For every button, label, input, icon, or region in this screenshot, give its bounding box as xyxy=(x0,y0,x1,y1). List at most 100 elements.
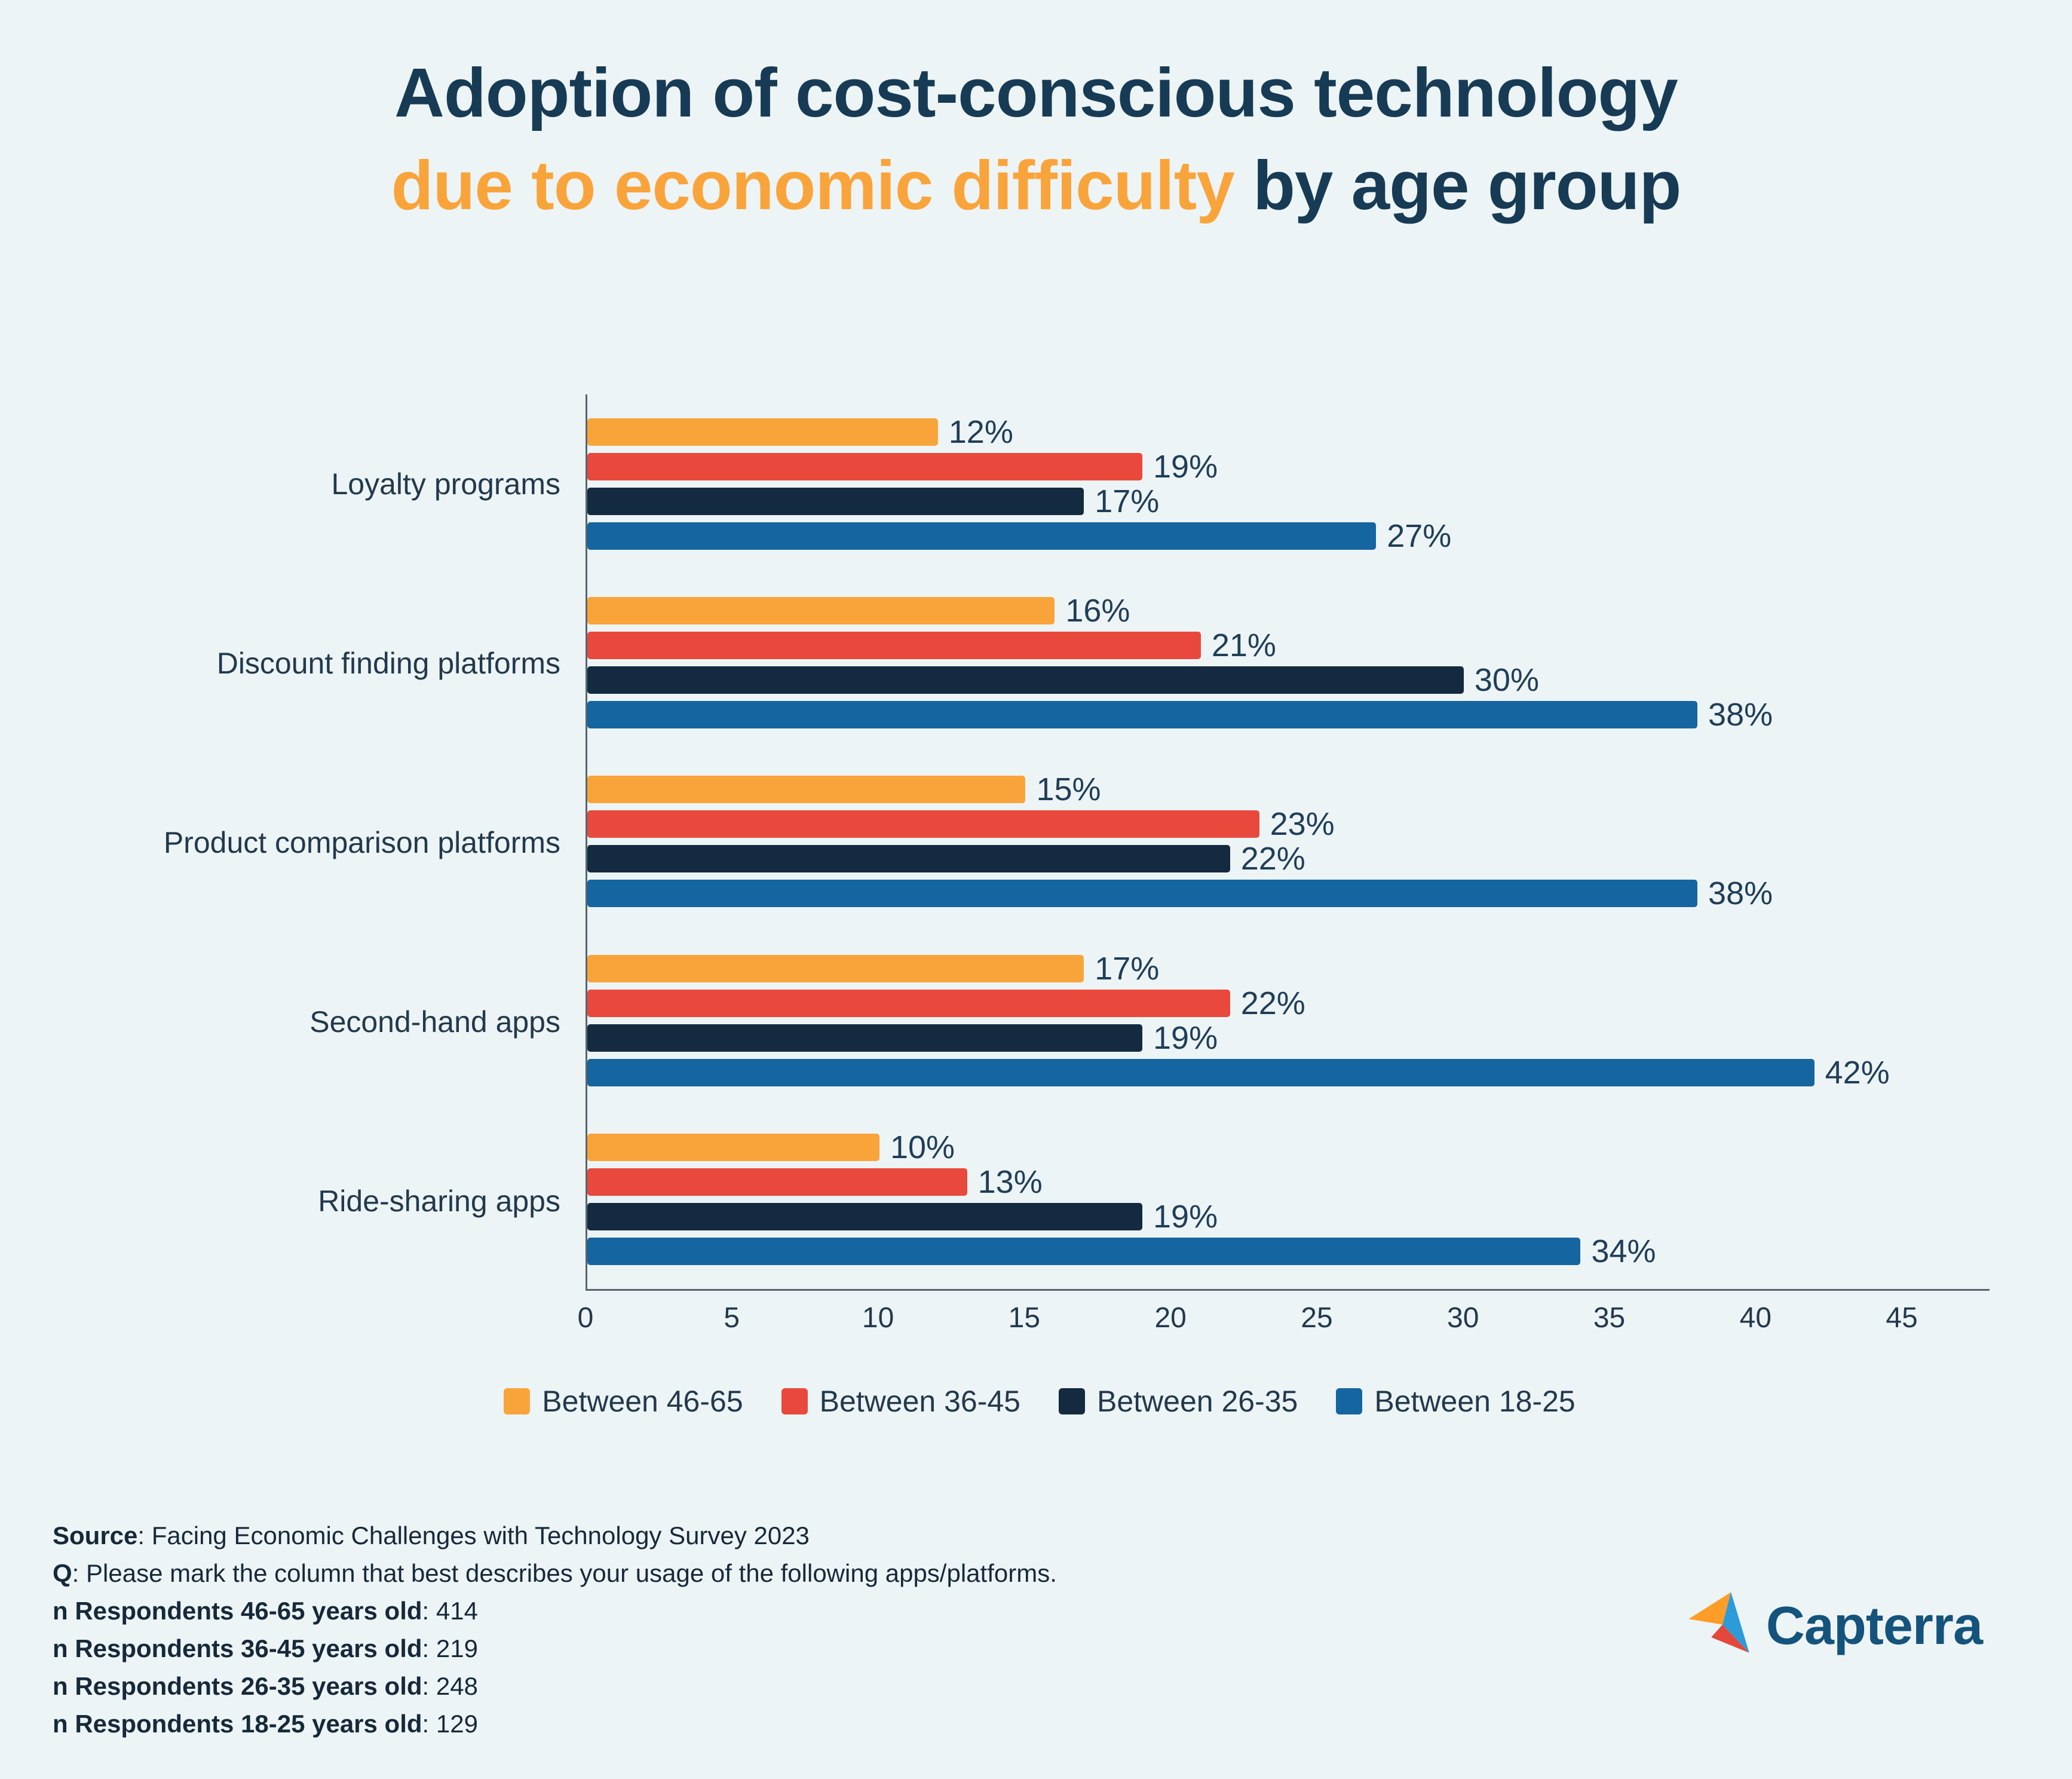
bar xyxy=(587,954,1084,982)
footer-respondents-line: n Respondents 18-25 years old: 129 xyxy=(53,1705,1057,1743)
footer-source-text: : Facing Economic Challenges with Techno… xyxy=(137,1521,810,1550)
bar-value-label: 22% xyxy=(1240,985,1305,1021)
legend-swatch xyxy=(1336,1388,1363,1414)
legend-item: Between 26-35 xyxy=(1059,1384,1298,1419)
footer-respondents-label: n Respondents 46-65 years old xyxy=(53,1597,422,1625)
title-line-2-accent: due to economic difficulty xyxy=(391,146,1235,225)
bar-value-label: 19% xyxy=(1153,1199,1218,1235)
x-axis: 0 5 10 15 20 25 30 35 40 45 xyxy=(578,1291,1990,1341)
bar-value-label: 27% xyxy=(1387,518,1452,554)
bar-row: 17% xyxy=(587,483,1990,519)
category-label: Ride-sharing apps xyxy=(318,1184,560,1218)
legend-label: Between 46-65 xyxy=(542,1385,743,1418)
bar-value-label: 21% xyxy=(1211,627,1276,664)
legend-label: Between 36-45 xyxy=(819,1385,1020,1418)
bar-value-label: 19% xyxy=(1153,1019,1218,1056)
category-label: Product comparison platforms xyxy=(163,826,560,859)
bar-value-label: 10% xyxy=(890,1129,955,1166)
bar-chart: Loyalty programs Discount finding platfor… xyxy=(90,394,1990,1419)
footer-respondents-value: : 248 xyxy=(422,1672,478,1700)
category-labels: Loyalty programs Discount finding platfor… xyxy=(90,394,586,1291)
bar-value-label: 19% xyxy=(1153,448,1218,485)
footer-question-line: Q: Please mark the column that best desc… xyxy=(53,1554,1057,1592)
bar xyxy=(587,666,1464,694)
footer-respondents-label: n Respondents 18-25 years old xyxy=(53,1710,422,1738)
legend-item: Between 36-45 xyxy=(781,1384,1020,1419)
bar-row: 34% xyxy=(587,1233,1990,1269)
footer-respondents-value: : 414 xyxy=(422,1597,478,1625)
bar-group: 12% 19% 17% 27% xyxy=(587,414,1990,554)
capterra-logo-text: Capterra xyxy=(1766,1596,1983,1656)
footer-question-label: Q xyxy=(53,1559,72,1587)
bar-value-label: 38% xyxy=(1708,875,1773,912)
legend-item: Between 18-25 xyxy=(1336,1384,1576,1419)
bar xyxy=(587,632,1201,660)
bar-value-label: 17% xyxy=(1095,950,1160,987)
bar-group: 10% 13% 19% 34% xyxy=(587,1129,1990,1269)
bar-row: 15% xyxy=(587,771,1990,807)
bar-value-label: 30% xyxy=(1474,662,1539,699)
footer-respondents-label: n Respondents 36-45 years old xyxy=(53,1634,422,1662)
bar xyxy=(587,1238,1581,1266)
category-label: Loyalty programs xyxy=(331,467,561,501)
bar-row: 38% xyxy=(587,875,1990,911)
bar-row: 38% xyxy=(587,697,1990,733)
bar-group: 15% 23% 22% 38% xyxy=(587,771,1990,911)
footer-source-line: Source: Facing Economic Challenges with … xyxy=(53,1517,1057,1554)
x-tick-label: 35 xyxy=(1593,1302,1626,1334)
bar xyxy=(587,1134,879,1162)
footer-question-text: : Please mark the column that best descr… xyxy=(72,1559,1057,1587)
legend-label: Between 26-35 xyxy=(1097,1385,1298,1418)
bar-row: 19% xyxy=(587,1199,1990,1235)
bar-row: 42% xyxy=(587,1055,1990,1091)
bar-row: 30% xyxy=(587,662,1990,698)
title-line-2-rest: by age group xyxy=(1234,146,1681,225)
bar-row: 12% xyxy=(587,414,1990,450)
plot-area: 12% 19% 17% 27% 16% 21% 30% 38% 15% 23% 22% 38% 17% 2… xyxy=(586,394,1990,1291)
bar-row: 10% xyxy=(587,1129,1990,1165)
bar xyxy=(587,989,1230,1017)
bar xyxy=(587,597,1055,625)
bar-row: 16% xyxy=(587,593,1990,629)
bar-row: 27% xyxy=(587,518,1990,554)
bar-row: 22% xyxy=(587,985,1990,1021)
footer-respondents-value: : 129 xyxy=(422,1710,478,1738)
bar xyxy=(587,452,1143,480)
footer-respondents-line: n Respondents 46-65 years old: 414 xyxy=(53,1592,1057,1630)
bar xyxy=(587,880,1698,908)
footer-respondents-line: n Respondents 26-35 years old: 248 xyxy=(53,1667,1057,1705)
bar xyxy=(587,1168,967,1196)
bar xyxy=(587,845,1230,873)
bar-value-label: 38% xyxy=(1708,697,1773,733)
title-line-1: Adoption of cost-conscious technology xyxy=(394,54,1678,131)
category-label: Second-hand apps xyxy=(309,1005,560,1039)
legend: Between 46-65 Between 36-45 Between 26-35 B… xyxy=(90,1384,1990,1419)
bar-row: 13% xyxy=(587,1164,1990,1200)
legend-label: Between 18-25 xyxy=(1374,1385,1576,1418)
footer-respondents-value: : 219 xyxy=(422,1634,478,1662)
x-tick-label: 25 xyxy=(1301,1302,1333,1334)
bar-row: 22% xyxy=(587,841,1990,877)
bar-row: 23% xyxy=(587,806,1990,842)
bar xyxy=(587,418,938,446)
legend-item: Between 46-65 xyxy=(504,1384,743,1419)
bar-value-label: 12% xyxy=(948,414,1013,450)
footer-source-label: Source xyxy=(53,1521,138,1550)
chart-body: Loyalty programs Discount finding platfor… xyxy=(90,394,1990,1291)
x-tick-label: 0 xyxy=(577,1302,594,1334)
bar xyxy=(587,810,1259,838)
bar xyxy=(587,1058,1814,1086)
bar xyxy=(587,1203,1143,1231)
x-tick-label: 15 xyxy=(1008,1302,1041,1334)
bar xyxy=(587,701,1698,729)
bar xyxy=(587,776,1026,804)
legend-swatch xyxy=(504,1388,531,1414)
x-tick-label: 45 xyxy=(1886,1302,1918,1334)
footer-respondents-label: n Respondents 26-35 years old xyxy=(53,1672,422,1700)
capterra-arrow-icon xyxy=(1688,1592,1749,1653)
bar-row: 19% xyxy=(587,449,1990,485)
x-tick-label: 40 xyxy=(1739,1302,1772,1334)
bar-value-label: 22% xyxy=(1240,841,1305,877)
legend-swatch xyxy=(781,1388,808,1414)
bar-value-label: 13% xyxy=(977,1164,1043,1201)
